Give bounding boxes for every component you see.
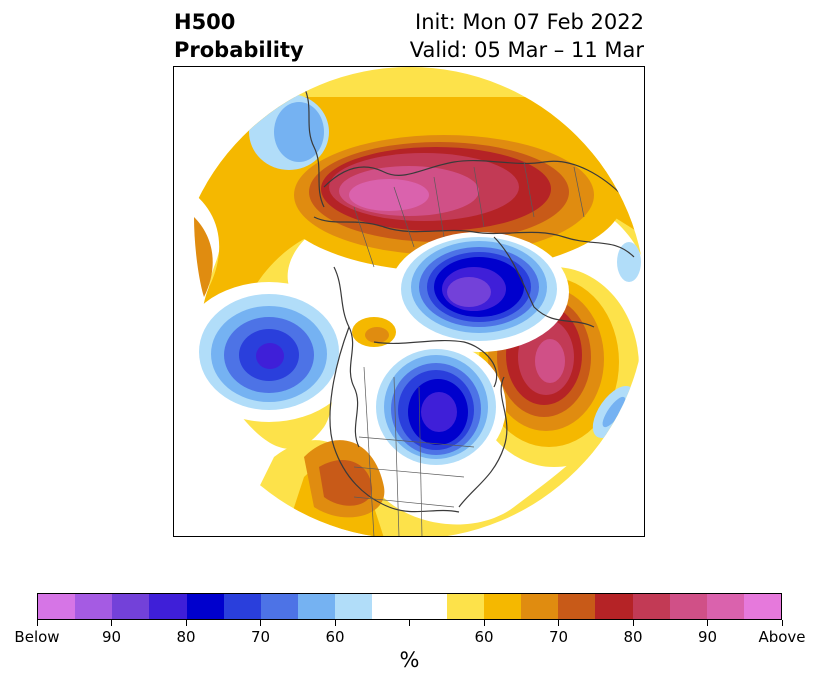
colorbar-cell: [298, 594, 336, 619]
colorbar-cell: [669, 594, 707, 619]
colorbar-cell: [595, 594, 633, 619]
colorbar-cell: [521, 594, 559, 619]
colorbar-cell: [483, 594, 522, 619]
colorbar-cell: [558, 594, 596, 619]
colorbar-tick-mark: [409, 620, 410, 626]
colorbar-cell: [409, 594, 447, 619]
colorbar-cell: [743, 594, 782, 619]
colorbar-cell: [223, 594, 261, 619]
colorbar-cell: [186, 594, 224, 619]
colorbar-tick-mark: [483, 620, 485, 626]
colorbar-tick-label: 80: [623, 628, 643, 646]
colorbar-tick-label: 60: [474, 628, 494, 646]
colorbar-tick-label: 70: [250, 628, 271, 646]
chart-title: H500 Probability: [174, 8, 304, 64]
colorbar-tick-mark: [781, 620, 783, 626]
colorbar-cell: [446, 594, 484, 619]
colorbar-tick-mark: [111, 620, 112, 626]
colorbar-tick-mark: [334, 620, 336, 626]
colorbar-tick-mark: [260, 620, 261, 626]
borders: [353, 161, 585, 536]
colorbar-cell: [260, 594, 299, 619]
colorbar-tick-label: Above: [758, 628, 806, 646]
valid-date: Valid: 05 Mar – 11 Mar: [409, 38, 644, 62]
colorbar-cell: [38, 594, 76, 619]
colorbar-cell: [632, 594, 670, 619]
colorbar-cell: [372, 594, 410, 619]
colorbar-tick-label: Below: [14, 628, 60, 646]
colorbar-tick-label: 90: [697, 628, 718, 646]
colorbar-cell: [706, 594, 744, 619]
colorbar-tick-label: 60: [325, 628, 345, 646]
globe-disc: [174, 67, 644, 536]
map-panel: [173, 66, 645, 537]
colorbar-tick-mark: [632, 620, 634, 626]
colorbar-tick-label: 90: [101, 628, 122, 646]
colorbar-tick-label: 70: [548, 628, 569, 646]
forecast-dates: Init: Mon 07 Feb 2022 Valid: 05 Mar – 11…: [410, 8, 644, 64]
colorbar-cell: [149, 594, 187, 619]
colorbar-cell: [75, 594, 113, 619]
polar-map: [174, 67, 644, 536]
colorbar-unit-label: %: [399, 648, 420, 672]
colorbar: [37, 593, 782, 620]
title-line2: Probability: [174, 38, 304, 62]
colorbar-ticks: Below 90 80 70 60 60 70 80 90 Above: [14, 620, 806, 646]
title-line1: H500: [174, 10, 236, 34]
colorbar-tick-mark: [36, 620, 38, 626]
colorbar-tick-label: 80: [176, 628, 196, 646]
colorbar-cell: [112, 594, 150, 619]
init-date: Init: Mon 07 Feb 2022: [415, 10, 644, 34]
colorbar-tick-mark: [707, 620, 708, 626]
colorbar-cell: [335, 594, 373, 619]
colorbar-tick-mark: [558, 620, 559, 626]
colorbar-tick-mark: [185, 620, 187, 626]
